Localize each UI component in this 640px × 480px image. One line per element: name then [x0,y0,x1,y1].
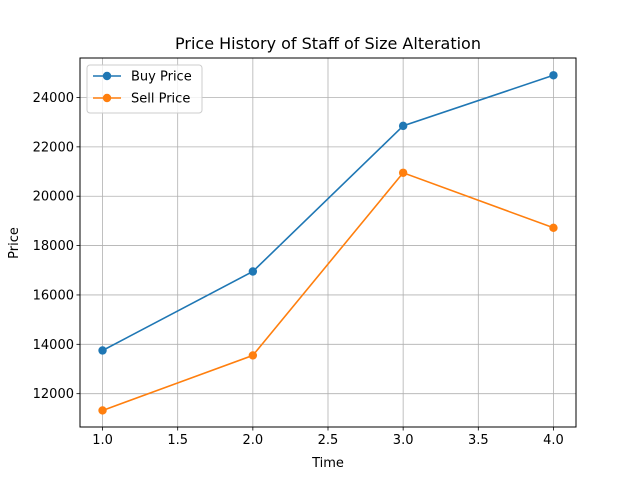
legend-buy-price-marker [102,71,112,81]
y-axis-ticks: 12000 14000 16000 18000 20000 22000 24000 [33,91,80,402]
buy-price-point [398,121,408,131]
y-tick-label: 12000 [33,387,74,402]
y-axis-label: Price [7,227,22,259]
y-tick-label: 22000 [33,140,74,155]
x-tick-label: 4.0 [543,433,564,448]
y-tick-label: 24000 [33,91,74,106]
y-tick-label: 14000 [33,338,74,353]
series-layer [98,71,558,415]
y-tick-label: 20000 [33,190,74,205]
sell-price-point [549,223,558,233]
legend-buy-price-label: Buy Price [131,70,192,85]
x-tick-label: 3.0 [393,433,414,448]
legend-box [86,64,203,114]
x-axis-ticks: 1.0 1.5 2.0 2.5 3.0 3.5 4.0 [92,427,564,448]
buy-price-point [549,71,558,80]
x-tick-label: 3.5 [468,433,489,448]
x-tick-label: 1.5 [167,433,188,448]
x-tick-label: 1.0 [92,433,113,448]
y-tick-label: 16000 [33,288,74,303]
chart-title: Price History of Staff of Size Alteratio… [175,34,481,53]
y-tick-label: 18000 [33,239,74,254]
sell-price-point [398,168,408,177]
grid [80,58,576,427]
legend-sell-price-marker [102,93,112,103]
buy-price-point [98,346,107,355]
legend-sell-price-label: Sell Price [131,92,190,107]
sell-price-point [98,406,107,415]
x-axis-label: Time [311,456,344,471]
x-tick-label: 2.0 [243,433,264,448]
sell-price-line [102,171,554,412]
buy-price-line [102,74,554,352]
buy-price-point [248,267,258,276]
sell-price-point [248,351,258,360]
legend: Buy Price Sell Price [86,64,203,114]
x-tick-label: 2.5 [318,433,339,448]
